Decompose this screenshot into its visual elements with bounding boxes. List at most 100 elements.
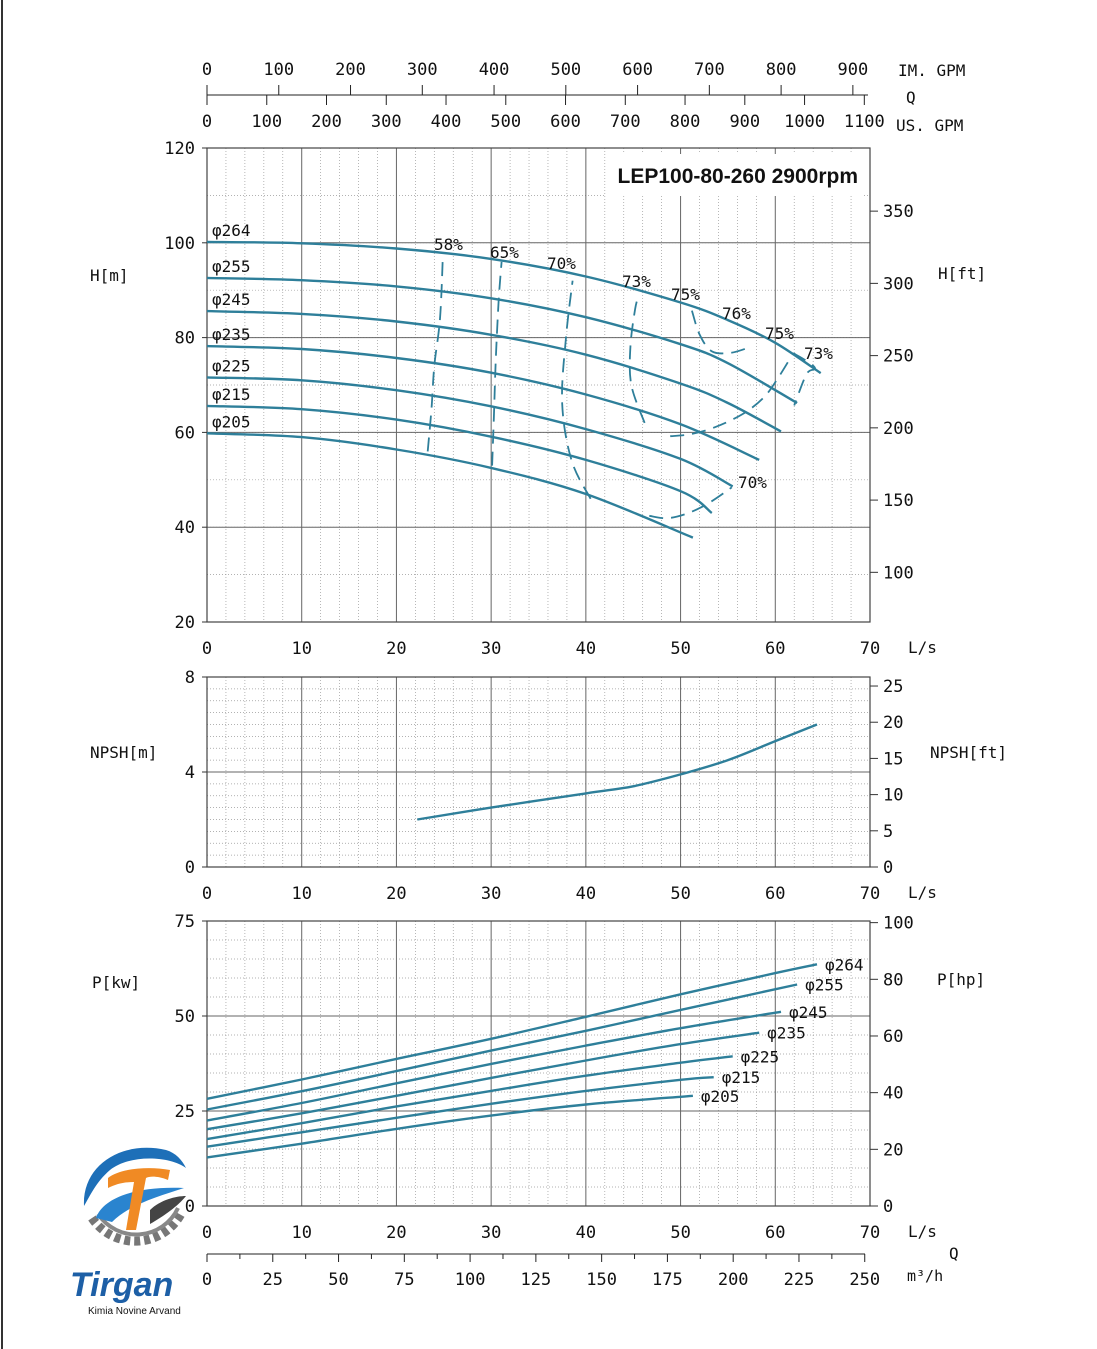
efficiency-curves: 58% 65% 70% 73% 75% 75% 76% 70% 73% xyxy=(426,235,833,520)
im-gpm-ticks: 0 100 200 300 400 500 600 700 800 900 xyxy=(202,60,868,95)
x-tick-20: 20 xyxy=(386,884,406,904)
us-gpm-tick-1000: 1000 xyxy=(784,112,825,132)
q-label-bottom: Q xyxy=(949,1244,959,1263)
y-tick-80: 80 xyxy=(175,329,195,349)
curve-label-235: φ235 xyxy=(212,325,251,344)
power-ylabel: P[kw] xyxy=(92,973,140,992)
y2-tick-20: 20 xyxy=(883,713,903,733)
power-frame xyxy=(206,920,871,1207)
us-gpm-tick-300: 300 xyxy=(371,112,402,132)
efficiency-label-73-7: 73% xyxy=(804,344,833,363)
curve-label-245: φ245 xyxy=(789,1003,828,1022)
y2-tick-250: 250 xyxy=(883,347,914,367)
curve-label-215: φ215 xyxy=(722,1068,761,1087)
im-gpm-tick-800: 800 xyxy=(766,60,797,80)
power-y-ticks: 0 25 50 75 xyxy=(175,912,207,1217)
curve-225 xyxy=(206,376,734,488)
y2-tick-0: 0 xyxy=(883,1197,893,1217)
head-chart: LEP100-80-260 2900rpm 0 10 20 30 40 50 60 70 20… xyxy=(90,139,986,659)
im-gpm-tick-100: 100 xyxy=(263,60,294,80)
npsh-xlabel: L/s xyxy=(908,883,937,902)
efficiency-label-65-1: 65% xyxy=(490,243,519,262)
y-tick-4: 4 xyxy=(185,763,195,783)
y2-tick-200: 200 xyxy=(883,419,914,439)
x-tick-30: 30 xyxy=(481,1223,501,1243)
curve-255 xyxy=(206,983,798,1111)
efficiency-label-58-0: 58% xyxy=(434,235,463,254)
y-tick-20: 20 xyxy=(175,613,195,633)
us-gpm-tick-1100: 1100 xyxy=(844,112,885,132)
im-gpm-tick-200: 200 xyxy=(335,60,366,80)
im-gpm-tick-300: 300 xyxy=(407,60,438,80)
power-chart: 0 10 20 30 40 50 60 70 0 25 50 75 0 20 40 60 80 100 φ26… xyxy=(92,912,985,1243)
us-gpm-tick-500: 500 xyxy=(490,112,521,132)
x-tick-10: 10 xyxy=(291,1223,311,1243)
efficiency-label-76-5: 76% xyxy=(722,304,751,323)
y2-tick-5: 5 xyxy=(883,822,893,842)
y-tick-60: 60 xyxy=(175,423,195,443)
bottom-axis: 0 25 50 75 100 125 150 175 200 225 250 Q m³/h xyxy=(202,1244,959,1290)
us-gpm-ticks: 0 100 200 300 400 500 600 700 800 900 1000 1100 xyxy=(202,95,885,132)
y2-tick-0: 0 xyxy=(883,858,893,878)
curve-label-255: φ255 xyxy=(212,257,251,276)
y2-tick-15: 15 xyxy=(883,749,903,769)
efficiency-curve-76-5 xyxy=(691,310,750,355)
power-y2-ticks: 0 20 40 60 80 100 xyxy=(870,914,914,1217)
m3h-tick-125: 125 xyxy=(521,1270,552,1290)
m3h-tick-50: 50 xyxy=(328,1270,348,1290)
im-gpm-tick-700: 700 xyxy=(694,60,725,80)
logo-brand: Tirgan xyxy=(70,1266,173,1304)
im-gpm-tick-0: 0 xyxy=(202,60,212,80)
y2-tick-100: 100 xyxy=(883,563,914,583)
curve-264 xyxy=(206,963,818,1100)
us-gpm-tick-700: 700 xyxy=(610,112,641,132)
power-xlabel: L/s xyxy=(908,1222,937,1241)
logo-subtitle: Kimia Novine Arvand xyxy=(88,1306,181,1317)
y2-tick-80: 80 xyxy=(883,970,903,990)
y2-tick-350: 350 xyxy=(883,202,914,222)
x-tick-60: 60 xyxy=(765,1223,785,1243)
y-tick-100: 100 xyxy=(164,234,195,254)
y-tick-25: 25 xyxy=(175,1102,195,1122)
curve-235 xyxy=(206,1031,760,1131)
x-tick-0: 0 xyxy=(202,1223,212,1243)
m3h-tick-200: 200 xyxy=(718,1270,749,1290)
us-gpm-tick-0: 0 xyxy=(202,112,212,132)
x-tick-10: 10 xyxy=(291,884,311,904)
y-tick-0: 0 xyxy=(185,1197,195,1217)
x-tick-50: 50 xyxy=(670,639,690,659)
curve-label-255: φ255 xyxy=(805,975,844,994)
x-tick-70: 70 xyxy=(860,884,880,904)
curve-235 xyxy=(206,344,760,461)
curve-label-205: φ205 xyxy=(212,412,251,431)
q-label-top: Q xyxy=(906,88,916,107)
head-y-ticks: 20 40 60 80 100 120 xyxy=(164,139,207,633)
head-series: φ264 φ255 φ245 φ235 φ225 φ215 φ205 xyxy=(206,221,822,539)
gear-icon xyxy=(88,1207,187,1246)
y-tick-75: 75 xyxy=(175,912,195,932)
m3h-label: m³/h xyxy=(907,1267,943,1285)
efficiency-curve-75-4 xyxy=(670,357,792,438)
y2-tick-25: 25 xyxy=(883,677,903,697)
y2-tick-60: 60 xyxy=(883,1027,903,1047)
efficiency-label-75-right: 75% xyxy=(765,324,794,343)
curve-205 xyxy=(206,432,694,539)
npsh-x-ticks: 0 10 20 30 40 50 60 70 xyxy=(202,884,880,904)
im-gpm-tick-400: 400 xyxy=(479,60,510,80)
m3h-tick-150: 150 xyxy=(586,1270,617,1290)
efficiency-label-70-2: 70% xyxy=(547,254,576,273)
x-tick-20: 20 xyxy=(386,639,406,659)
us-gpm-tick-600: 600 xyxy=(550,112,581,132)
efficiency-curve-70-6 xyxy=(649,486,733,520)
x-tick-0: 0 xyxy=(202,884,212,904)
efficiency-curve-70-2 xyxy=(561,280,592,500)
tirgan-logo: Tirgan Kimia Novine Arvand xyxy=(70,1147,187,1317)
title-box xyxy=(606,154,864,196)
us-gpm-tick-400: 400 xyxy=(431,112,462,132)
head-y2label: H[ft] xyxy=(938,264,986,283)
chart-title: LEP100-80-260 2900rpm xyxy=(618,165,859,188)
m3h-tick-100: 100 xyxy=(455,1270,486,1290)
im-gpm-tick-500: 500 xyxy=(550,60,581,80)
x-tick-40: 40 xyxy=(576,1223,596,1243)
